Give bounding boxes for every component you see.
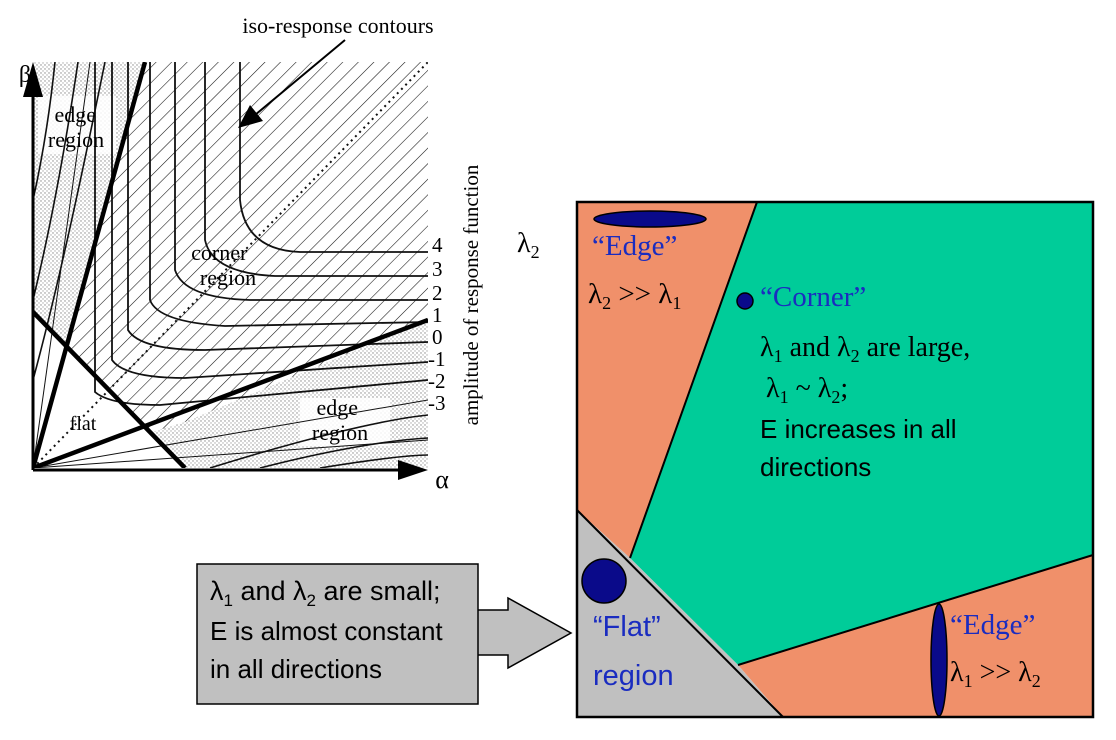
callout-line-2: E is almost constant bbox=[210, 616, 443, 646]
contour-level: 4 bbox=[432, 233, 443, 257]
lower-contours bbox=[209, 414, 428, 468]
edge-top-title: “Edge” bbox=[592, 230, 677, 262]
diagonal-dotted-line bbox=[33, 62, 428, 468]
beta-axis-label: β bbox=[19, 62, 31, 88]
callout-arrow bbox=[475, 596, 573, 670]
edge-right-relation: λ1 >> λ2 bbox=[950, 657, 1041, 691]
edge-horizontal-ellipse bbox=[593, 210, 707, 228]
contour-level: 3 bbox=[432, 257, 443, 281]
callout-line-1: λ1 and λ2 are small; bbox=[210, 576, 441, 610]
contour-level: 1 bbox=[432, 303, 443, 327]
y-axis-arrow bbox=[23, 62, 43, 97]
alpha-axis-label: α bbox=[435, 465, 449, 494]
edge-region-top-fill bbox=[577, 202, 757, 558]
x-axis-arrow bbox=[398, 460, 428, 480]
origin-rays bbox=[33, 62, 428, 468]
plot-axes bbox=[31, 95, 400, 472]
flat-callout: λ1 and λ2 are small; E is almost constan… bbox=[196, 563, 573, 705]
callout-line-3: in all directions bbox=[210, 654, 382, 684]
callout-box bbox=[196, 563, 479, 705]
corner-line-2: λ1 ~ λ2; bbox=[766, 373, 848, 407]
edge-region-right-fill bbox=[738, 555, 1093, 717]
corner-line-3: E increases in all bbox=[760, 414, 957, 444]
corner-dot bbox=[736, 292, 754, 310]
corner-region-label: corner region bbox=[191, 240, 256, 290]
diagram-frame bbox=[575, 200, 1095, 719]
annotation-arrow-line bbox=[254, 39, 346, 116]
corner-line-1: λ1 and λ2 are large, bbox=[760, 332, 970, 366]
contour-level: 2 bbox=[432, 281, 443, 305]
flat-title: “Flat” bbox=[593, 611, 661, 643]
iso-response-label: iso-response contours bbox=[242, 13, 433, 38]
contour-level: -3 bbox=[428, 391, 446, 415]
corner-line-4: directions bbox=[760, 452, 871, 482]
flat-region-word: region bbox=[593, 660, 674, 692]
flat-blob bbox=[581, 558, 627, 604]
contour-level: 0 bbox=[432, 325, 443, 349]
region-dividers bbox=[576, 201, 1094, 718]
amplitude-label: amplitude of response function bbox=[459, 164, 483, 425]
upper-contours bbox=[33, 62, 106, 381]
edge-region-top-label: edge region bbox=[48, 102, 104, 152]
annotation-arrow-head bbox=[238, 105, 263, 128]
response-function-plot: β α iso-response contours edge region co… bbox=[19, 13, 483, 494]
contour-level: -1 bbox=[428, 347, 446, 371]
edge-right-title: “Edge” bbox=[950, 609, 1035, 641]
contour-level: -2 bbox=[428, 369, 446, 393]
flat-label: flat bbox=[70, 413, 97, 435]
contour-level-labels: 4 3 2 1 0 -1 -2 -3 bbox=[428, 233, 446, 415]
edge-vertical-ellipse bbox=[930, 603, 948, 717]
corner-title: “Corner” bbox=[760, 281, 866, 313]
edge-region-bottom-label: edge region bbox=[312, 395, 368, 445]
eigenvalue-diagram: λ2 “Edge” λ2 >> λ1 “Corner” λ1 and λ2 ar… bbox=[517, 200, 1095, 719]
region-boundaries bbox=[33, 62, 428, 468]
edge-top-relation: λ2 >> λ1 bbox=[588, 278, 681, 313]
lambda2-axis-label: λ2 bbox=[517, 228, 540, 262]
corner-region-fill bbox=[577, 202, 1093, 665]
